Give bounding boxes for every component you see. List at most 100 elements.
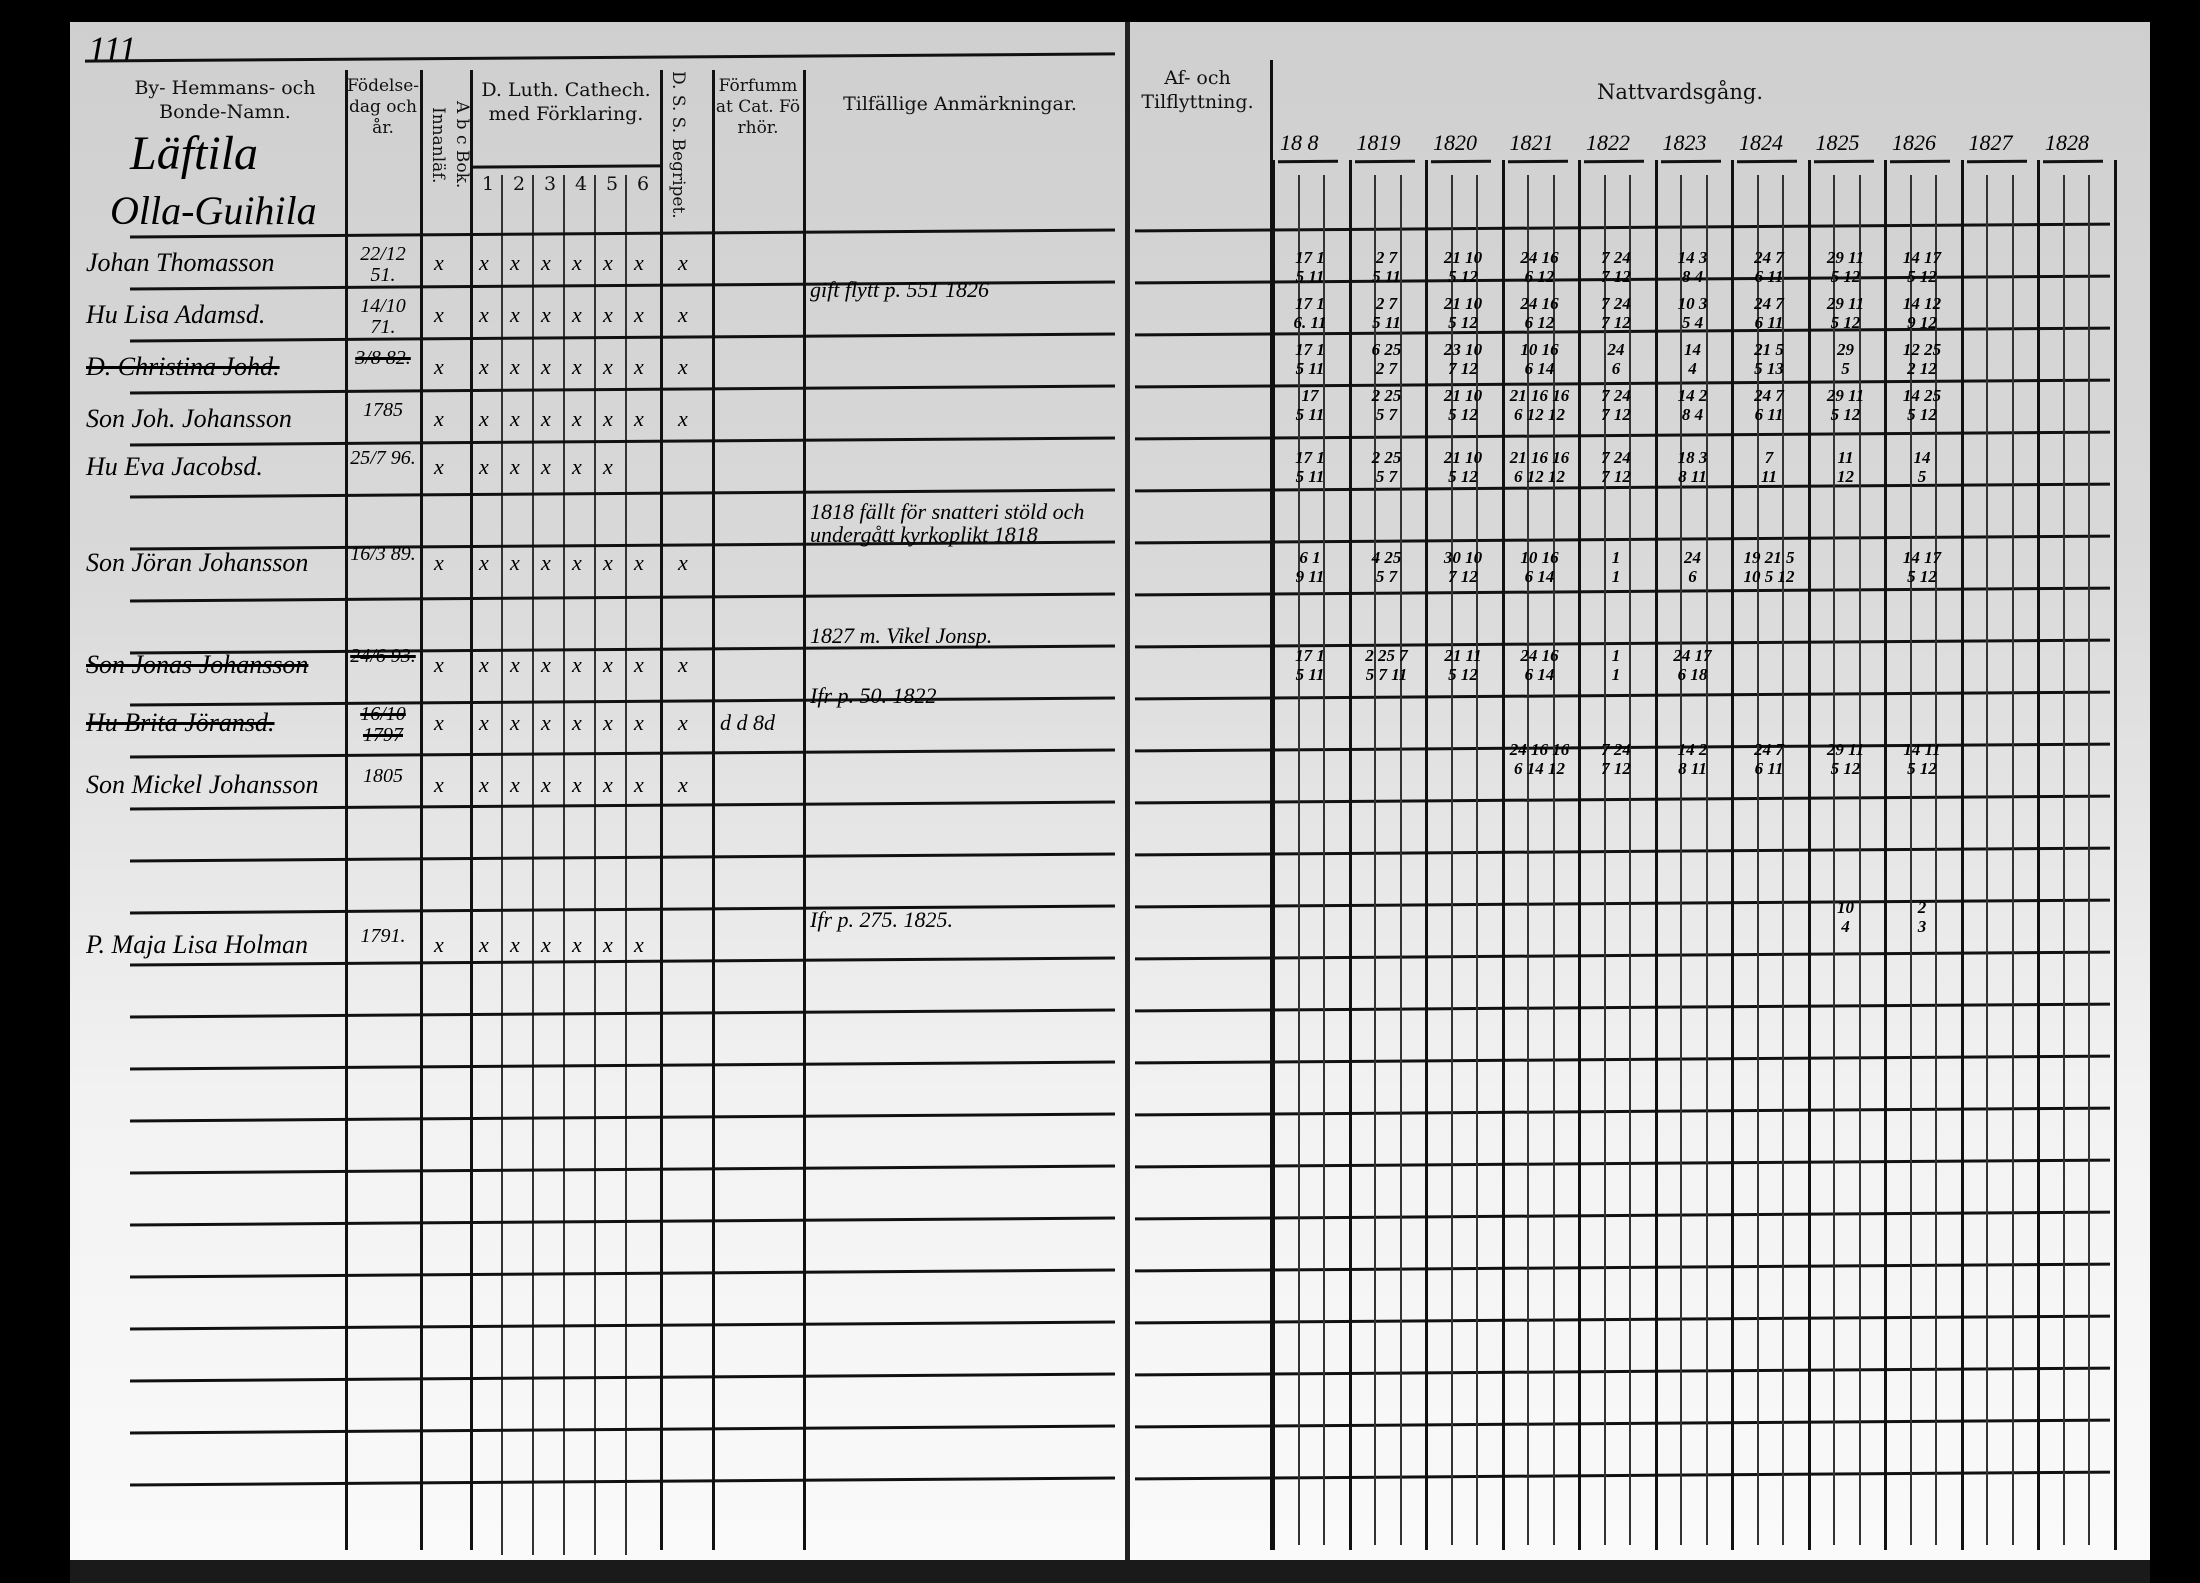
scan-border-top — [0, 0, 2200, 22]
catechism-mark: x — [603, 710, 613, 735]
sub-rule — [1527, 175, 1529, 1545]
village-name: Läftila — [130, 127, 259, 180]
catechism-mark: x — [510, 710, 520, 735]
communion-entry: 24 16 16 6 14 12 — [1509, 740, 1570, 778]
communion-entry: 6 25 2 7 — [1371, 340, 1402, 378]
dss-mark: x — [678, 772, 688, 797]
catechism-mark: x — [603, 354, 613, 379]
birth-date: 22/12 51. — [360, 243, 406, 286]
year-rule — [1960, 160, 1964, 1550]
dss-mark: x — [678, 710, 688, 735]
person-name: Hu Lisa Adamsd. — [86, 300, 266, 329]
communion-entry: 14 4 — [1684, 340, 1701, 378]
year-underline — [1354, 159, 1415, 164]
catechism-part-label: 6 — [636, 173, 650, 195]
communion-entry: 10 16 6 14 — [1520, 548, 1559, 586]
catechism-mark: x — [479, 652, 489, 677]
sub-rule — [1297, 175, 1300, 1545]
catechism-part-label: 3 — [543, 173, 557, 195]
catechism-mark: x — [572, 710, 582, 735]
column-rule — [1270, 60, 1273, 1550]
communion-entry: 14 11 5 12 — [1903, 740, 1941, 778]
column-rule — [594, 175, 596, 1555]
catechism-mark: x — [634, 932, 644, 957]
abc-mark: x — [434, 302, 444, 327]
catechism-mark: x — [479, 354, 489, 379]
year-underline — [1583, 159, 1645, 164]
scan-border-left — [0, 0, 70, 1583]
remark: gift flytt p. 551 1826 — [810, 277, 990, 302]
communion-entry: 19 21 5 10 5 12 — [1743, 548, 1795, 586]
catechism-mark: x — [510, 354, 520, 379]
communion-entry: 24 7 6 11 — [1754, 294, 1784, 332]
column-rule — [712, 70, 715, 1550]
communion-entry: 17 1 5 11 — [1295, 646, 1325, 684]
communion-entry: 24 16 6 12 — [1520, 294, 1559, 332]
year-underline — [1430, 159, 1492, 164]
sub-rule — [2088, 175, 2090, 1545]
communion-year: 1822 — [1586, 130, 1630, 155]
communion-entry: 21 10 5 12 — [1443, 448, 1483, 486]
catechism-mark: x — [572, 354, 582, 379]
catechism-mark: x — [510, 652, 520, 677]
communion-entry: 30 10 7 12 — [1443, 548, 1483, 586]
birth-date: 25/7 96. — [350, 447, 416, 469]
catechism-mark: x — [572, 406, 582, 431]
sub-rule — [2011, 175, 2014, 1545]
communion-entry: 24 16 6 12 — [1520, 248, 1559, 286]
dss-mark: x — [678, 652, 688, 677]
sub-rule — [1399, 175, 1402, 1545]
column-rule — [501, 175, 503, 1555]
communion-entry: 2 7 5 11 — [1372, 248, 1401, 286]
person-name: Son Joh. Johansson — [86, 404, 292, 433]
catechism-mark: x — [634, 354, 644, 379]
catechism-part-label: 1 — [481, 173, 495, 195]
catechism-mark: x — [479, 406, 489, 431]
catechism-mark: x — [510, 454, 520, 479]
catechism-mark: x — [634, 250, 644, 275]
year-rule — [2113, 160, 2117, 1550]
catechism-mark: x — [572, 250, 582, 275]
catechism-mark: x — [541, 250, 551, 275]
column-rule — [532, 175, 534, 1555]
communion-entry: 10 3 5 4 — [1677, 294, 1708, 332]
communion-entry: 14 17 5 12 — [1902, 248, 1942, 286]
sub-rule — [1782, 175, 1784, 1545]
year-underline — [1277, 159, 1339, 164]
catechism-mark: x — [634, 550, 644, 575]
communion-year: 1819 — [1356, 130, 1401, 155]
year-rule — [2037, 160, 2040, 1550]
person-name: Hu Brita Jöransd. — [86, 708, 275, 737]
catechism-mark: x — [603, 302, 613, 327]
communion-entry: 21 11 5 12 — [1444, 646, 1482, 684]
communion-entry: 2 25 7 5 7 11 — [1365, 646, 1408, 684]
communion-entry: 14 5 — [1913, 448, 1931, 486]
remark: Ifr p. 275. 1825. — [810, 907, 953, 932]
communion-entry: 14 2 8 11 — [1677, 740, 1708, 778]
communion-entry: 1 1 — [1611, 548, 1621, 586]
sub-rule — [1756, 175, 1759, 1545]
communion-entry: 29 11 5 12 — [1826, 740, 1865, 778]
communion-entry: 14 3 8 4 — [1677, 248, 1708, 286]
communion-entry: 21 16 16 6 12 12 — [1509, 448, 1570, 486]
header-moving: Af- och Tilflyttning. — [1141, 67, 1254, 113]
communion-entry: 7 24 7 12 — [1601, 248, 1631, 286]
communion-entry: 24 7 6 11 — [1754, 740, 1784, 778]
header-remarks: Tilfällige Anmärkningar. — [843, 93, 1077, 115]
remark: 1818 fällt för snatteri stöld och underg… — [810, 499, 1085, 547]
sub-rule — [2062, 175, 2065, 1545]
dss-mark: x — [678, 406, 688, 431]
communion-entry: 2 25 5 7 — [1371, 448, 1402, 486]
year-rule — [1807, 160, 1811, 1550]
abc-mark: x — [434, 454, 444, 479]
communion-entry: 24 6 — [1607, 340, 1625, 378]
abc-mark: x — [434, 406, 444, 431]
sub-rule — [1909, 175, 1912, 1545]
communion-entry: 24 6 — [1684, 548, 1701, 586]
header-abc: A b c Bok. Innanläf. — [428, 101, 472, 189]
person-name: Hu Eva Jacobsd. — [86, 452, 263, 481]
sub-rule — [1323, 175, 1325, 1545]
column-rule — [625, 175, 627, 1555]
scan-border-right — [2150, 0, 2200, 1583]
communion-entry: 14 2 8 4 — [1677, 386, 1708, 424]
